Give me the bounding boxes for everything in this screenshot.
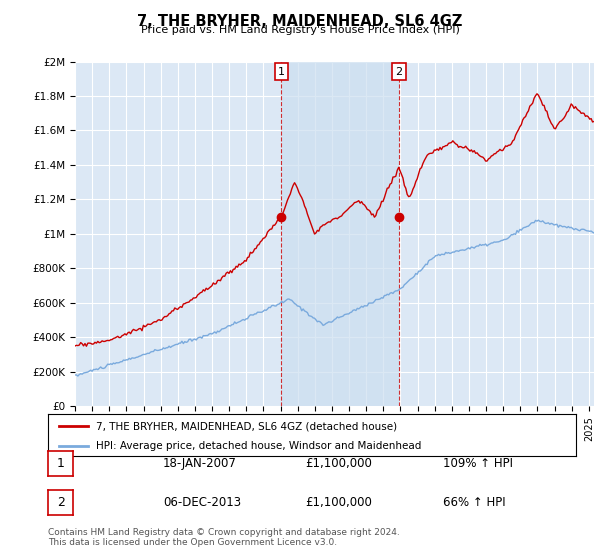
Text: 18-JAN-2007: 18-JAN-2007 [163, 457, 237, 470]
Text: 109% ↑ HPI: 109% ↑ HPI [443, 457, 513, 470]
Text: 2: 2 [56, 496, 65, 509]
Text: £1,100,000: £1,100,000 [305, 496, 373, 510]
Text: £1,100,000: £1,100,000 [305, 457, 373, 470]
Text: 06-DEC-2013: 06-DEC-2013 [163, 496, 241, 510]
Text: 66% ↑ HPI: 66% ↑ HPI [443, 496, 505, 510]
Text: 7, THE BRYHER, MAIDENHEAD, SL6 4GZ: 7, THE BRYHER, MAIDENHEAD, SL6 4GZ [137, 14, 463, 29]
Bar [281, 62, 399, 406]
Text: 7, THE BRYHER, MAIDENHEAD, SL6 4GZ (detached house): 7, THE BRYHER, MAIDENHEAD, SL6 4GZ (deta… [95, 421, 397, 431]
Text: 1: 1 [56, 457, 65, 470]
Text: 2: 2 [395, 67, 403, 77]
Text: Price paid vs. HM Land Registry's House Price Index (HPI): Price paid vs. HM Land Registry's House … [140, 25, 460, 35]
Text: Contains HM Land Registry data © Crown copyright and database right 2024.
This d: Contains HM Land Registry data © Crown c… [48, 528, 400, 547]
Text: HPI: Average price, detached house, Windsor and Maidenhead: HPI: Average price, detached house, Wind… [95, 441, 421, 451]
Text: 1: 1 [278, 67, 285, 77]
